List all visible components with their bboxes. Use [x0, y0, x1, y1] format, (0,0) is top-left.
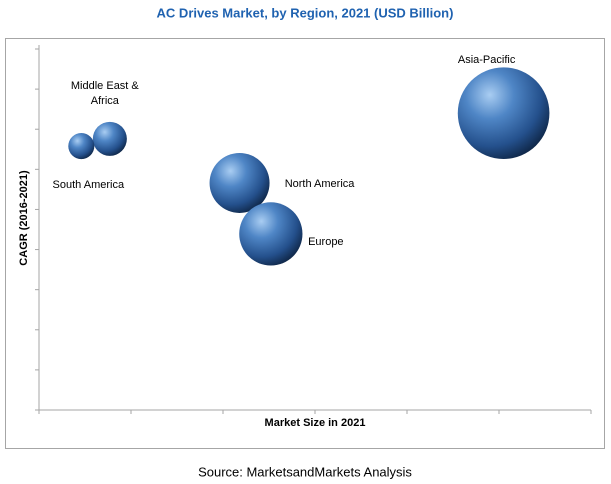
y-axis-label: CAGR (2016-2021) — [18, 170, 30, 266]
bubble — [68, 133, 95, 160]
bubble-label: North America — [284, 177, 355, 190]
bubble-label: Europe — [308, 235, 344, 248]
bubble — [209, 152, 270, 213]
bubble-label: Middle East & Africa — [70, 79, 139, 107]
chart-title: AC Drives Market, by Region, 2021 (USD B… — [157, 5, 454, 20]
bubble — [239, 202, 303, 266]
bubble — [92, 121, 127, 156]
bubble-label: South America — [52, 179, 125, 192]
source-note: Source: MarketsandMarkets Analysis — [198, 464, 412, 479]
bubble-label: Asia-Pacific — [457, 54, 516, 67]
chart-frame — [5, 38, 605, 449]
x-axis-label: Market Size in 2021 — [265, 417, 366, 429]
bubble — [457, 67, 550, 160]
